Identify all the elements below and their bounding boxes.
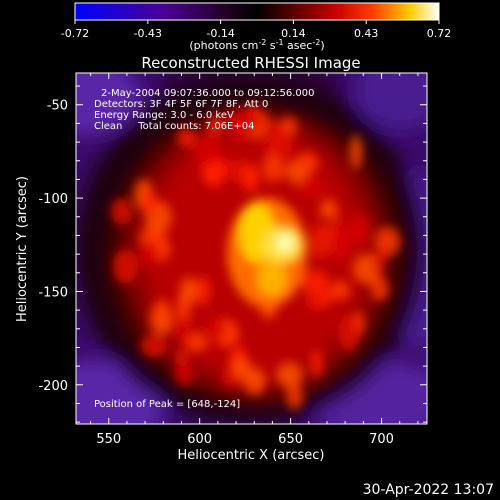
y-axis-label: Heliocentric Y (arcsec) — [15, 176, 30, 322]
emission-blob — [176, 318, 191, 343]
y-tick-label: -50 — [47, 99, 68, 114]
emission-blob — [372, 246, 386, 273]
colorbar-tick-label: 0.72 — [427, 27, 452, 40]
emission-blob — [338, 314, 360, 351]
y-tick-label: -150 — [38, 285, 68, 300]
emission-blob — [225, 108, 253, 138]
y-axis-ticks: -50 -100 -150 -200 — [38, 85, 427, 423]
emission-blob — [310, 349, 323, 379]
annotation-detectors: Detectors: 3F 4F 5F 6F 7F 8F, Att 0 — [94, 99, 268, 110]
emission-blob — [179, 277, 199, 305]
x-tick-label: 700 — [369, 432, 394, 447]
x-axis-label: Heliocentric X (arcsec) — [178, 448, 325, 463]
emission-blob — [143, 188, 158, 215]
colorbar-tick-label: -0.14 — [206, 27, 234, 40]
emission-blob — [231, 357, 252, 378]
plot-frame — [75, 72, 428, 425]
colorbar — [74, 2, 440, 21]
emission-blob — [319, 199, 338, 219]
emission-blob — [269, 128, 293, 161]
emission-blob — [241, 163, 261, 192]
emission-blob — [309, 223, 331, 260]
emission-blob — [139, 242, 159, 266]
colorbar-tick-label: 0.14 — [281, 27, 306, 40]
emission-blob — [350, 134, 363, 170]
emission-blob — [154, 298, 169, 321]
emission-blob — [370, 276, 389, 302]
emission-blob — [295, 152, 319, 173]
core-bright-c — [256, 259, 287, 296]
y-tick-label: -200 — [38, 379, 68, 394]
timestamp: 30-Apr-2022 13:07 — [363, 482, 494, 498]
emission-blob — [243, 367, 267, 395]
colorbar-ticks: -0.72 -0.43 -0.14 0.14 0.43 0.72 — [61, 20, 451, 40]
emission-blob — [329, 280, 351, 300]
colorbar-unit-label: (photons cm-2 s-1 asec-2) — [189, 38, 324, 52]
emission-blob — [300, 175, 322, 196]
x-tick-label: 550 — [96, 432, 121, 447]
heatmap-image — [76, 73, 427, 424]
emission-blob — [111, 198, 133, 225]
colorbar-tick-label: 0.43 — [354, 27, 379, 40]
x-axis-ticks: 550 600 650 700 — [90, 73, 419, 447]
x-tick-label: 600 — [187, 432, 212, 447]
emission-blob — [275, 362, 304, 388]
emission-blob — [349, 212, 370, 245]
peak-core — [276, 234, 293, 251]
annotation-block: 2-May-2004 09:07:36.000 to 09:12:56.000 … — [94, 88, 314, 132]
annotation-time-range: 2-May-2004 09:07:36.000 to 09:12:56.000 — [101, 88, 314, 99]
annotation-energy: Energy Range: 3.0 - 6.0 keV — [94, 110, 234, 121]
emission-blob — [113, 249, 139, 284]
emission-blob — [177, 128, 195, 148]
emission-blob — [197, 275, 211, 307]
emission-blob — [286, 382, 304, 410]
chart-title: Reconstructed RHESSI Image — [141, 54, 360, 72]
peak-position-label: Position of Peak = [648,-124] — [94, 399, 240, 410]
emission-blob — [174, 348, 190, 367]
emission-blob — [205, 167, 221, 187]
emission-blob — [208, 114, 223, 136]
emission-blob — [174, 362, 195, 386]
emission-blob — [185, 332, 209, 352]
y-tick-label: -100 — [38, 192, 68, 207]
emission-blob — [206, 317, 227, 341]
colorbar-tick-label: -0.43 — [134, 27, 162, 40]
x-tick-label: 650 — [278, 432, 303, 447]
colorbar-tick-label: -0.72 — [61, 27, 89, 40]
emission-blob — [301, 270, 330, 295]
emission-blob — [330, 224, 351, 261]
annotation-clean: Clean Total counts: 7.06E+04 — [94, 121, 254, 132]
emission-blob — [193, 134, 221, 165]
emission-blob — [140, 334, 167, 358]
